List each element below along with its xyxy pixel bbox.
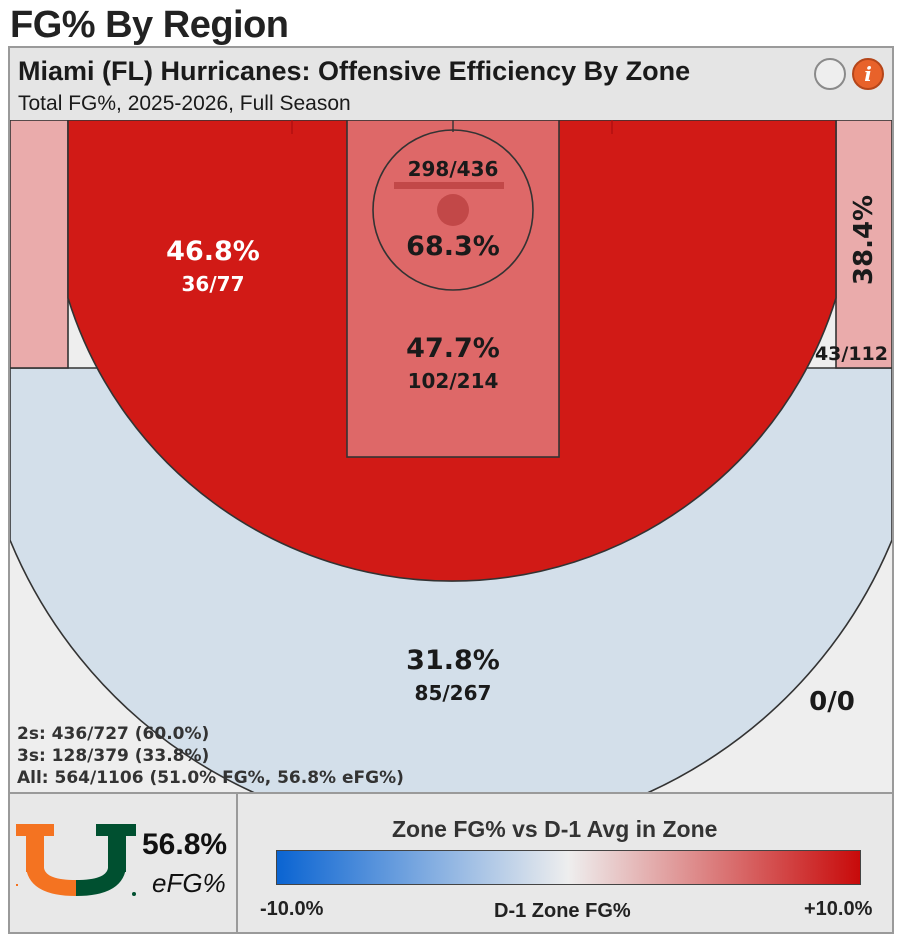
card-title: Miami (FL) Hurricanes: Offensive Efficie… [18, 56, 691, 86]
label-midrange-fg-pct: 46.8% [166, 236, 260, 267]
zone-corner-three-left [10, 120, 69, 369]
info-icon[interactable]: i [852, 58, 884, 90]
card-footer: 56.8% eFG% Zone FG% vs D-1 Avg in Zone -… [10, 792, 892, 932]
label-corner-three-fg-pct: 38.4% [849, 195, 879, 285]
court-heatmap: 298/436 68.3% 47.7% 102/214 46.8% 36/77 … [10, 120, 892, 792]
label-midrange-made-attempts: 36/77 [182, 272, 245, 296]
summary-all: All: 564/1106 (51.0% FG%, 56.8% eFG%) [17, 768, 404, 788]
rim [437, 194, 469, 226]
label-deep-three-made-attempts: 0/0 [809, 687, 855, 717]
label-corner-three-made-attempts: 43/112 [815, 343, 888, 365]
efg-value: 56.8% [142, 828, 228, 861]
page-heading: FG% By Region [10, 4, 289, 46]
shot-chart-card: Miami (FL) Hurricanes: Offensive Efficie… [8, 46, 894, 934]
footer-divider [236, 794, 238, 932]
toggle-button[interactable] [814, 58, 846, 90]
label-restricted-made-attempts: 298/436 [408, 157, 499, 181]
card-header: Miami (FL) Hurricanes: Offensive Efficie… [10, 48, 892, 121]
efg-label: eFG% [152, 868, 226, 898]
legend-max-label: +10.0% [804, 898, 873, 920]
team-logo [16, 824, 136, 896]
summary-threes: 3s: 128/379 (33.8%) [17, 746, 209, 766]
summary-twos: 2s: 436/727 (60.0%) [17, 724, 209, 744]
label-above-break-fg-pct: 31.8% [406, 645, 500, 676]
legend-title: Zone FG% vs D-1 Avg in Zone [392, 816, 718, 842]
label-paint-made-attempts: 102/214 [408, 369, 499, 393]
label-paint-fg-pct: 47.7% [406, 333, 500, 364]
label-restricted-fg-pct: 68.3% [406, 231, 500, 262]
backboard [394, 182, 504, 189]
legend-mid-label: D-1 Zone FG% [494, 900, 631, 922]
card-subtitle: Total FG%, 2025-2026, Full Season [18, 92, 351, 115]
legend-min-label: -10.0% [260, 898, 324, 920]
legend-gradient-bar [276, 850, 861, 885]
label-above-break-made-attempts: 85/267 [415, 681, 492, 705]
